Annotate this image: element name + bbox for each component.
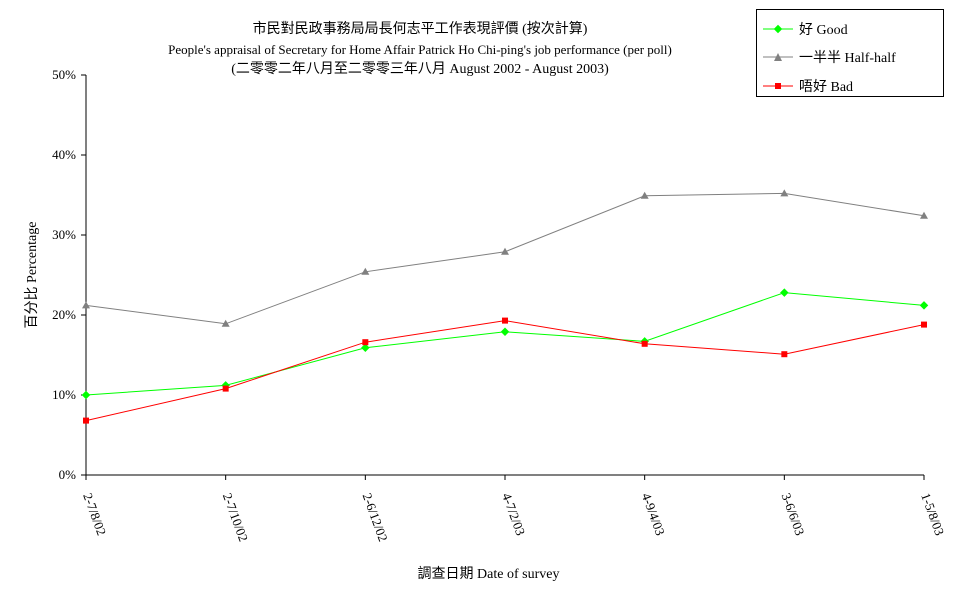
y-axis-label: 百分比 Percentage [25,221,40,329]
chart-subtitle-period: (二零零二年八月至二零零三年八月 August 2002 - August 20… [231,62,609,77]
x-tick-label: 2-7/8/02 [80,491,109,538]
data-point-bad [222,385,229,392]
y-tick-label: 10% [52,387,76,402]
legend-label-good: 好 Good [799,23,848,38]
legend-item-good: 好 Good [763,19,848,39]
series-line-1 [85,192,925,325]
data-point-bad [362,339,369,346]
data-point-bad [83,417,89,424]
data-point-good [919,301,929,310]
data-point-half-half [780,189,789,197]
legend-swatch-good [763,24,793,34]
data-point-bad [921,321,927,328]
x-tick-label: 4-7/2/03 [499,491,528,538]
data-point-bad [641,340,648,347]
x-tick-label: 2-6/12/02 [360,491,391,544]
data-point-good [500,327,510,337]
data-point-bad [502,317,508,324]
data-point-half-half [501,247,509,255]
y-tick-label: 40% [52,147,76,162]
data-point-good [361,343,370,353]
y-tick-label: 50% [52,67,76,82]
y-tick-label: 20% [52,307,76,322]
legend-item-half-half: 一半半 Half-half [763,47,896,67]
chart-legend: 好 Good 一半半 Half-half 唔好 Bad [756,9,944,97]
legend-swatch-half-half [763,53,793,61]
chart-title-chinese: 市民對民政事務局局長何志平工作表現評價 (按次計算) [252,22,588,37]
data-point-good [81,390,91,400]
chart-title-english: People's appraisal of Secretary for Home… [168,42,672,57]
y-tick-label: 0% [59,467,77,482]
legend-swatch-bad [763,83,793,89]
legend-label-bad: 唔好 Bad [799,80,854,95]
chart-title-block: 市民對民政事務局局長何志平工作表現評價 (按次計算) People's appr… [140,20,700,80]
data-point-good [780,288,789,297]
legend-label-half-half: 一半半 Half-half [799,51,896,66]
x-tick-label: 1-5/8/03 [918,491,947,538]
x-tick-label: 3-6/6/03 [779,491,808,538]
x-tick-label: 4-9/4/03 [639,491,668,538]
data-point-half-half [640,191,649,199]
data-point-half-half [221,319,230,327]
data-point-half-half [920,211,928,219]
series-line-0 [85,292,925,396]
data-point-half-half [82,301,90,309]
x-tick-label: 2-7/10/02 [220,491,251,544]
data-point-bad [781,351,788,358]
data-point-half-half [361,267,370,275]
legend-item-bad: 唔好 Bad [763,76,853,96]
y-tick-label: 30% [52,227,76,242]
x-axis-label: 調查日期 Date of survey [417,567,560,582]
